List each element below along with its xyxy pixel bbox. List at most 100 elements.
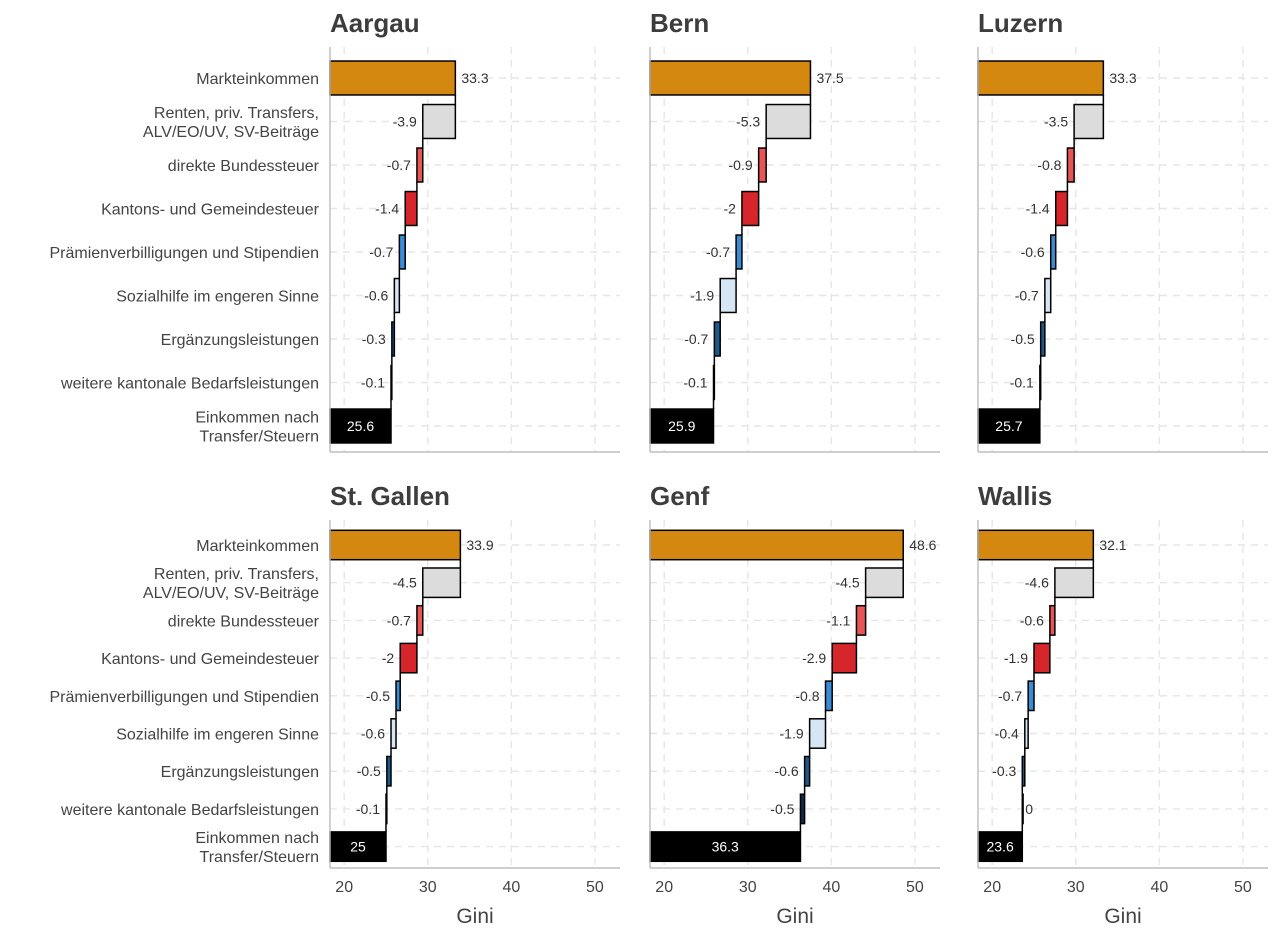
x-tick-label: 30 [1067, 879, 1085, 896]
bar [977, 60, 1105, 96]
data-label: -4.5 [835, 575, 859, 591]
bar [735, 234, 743, 270]
panel-title: Aargau [330, 8, 420, 38]
bar [712, 364, 716, 401]
data-label: -0.7 [387, 157, 411, 173]
panel-title: Luzern [978, 8, 1063, 38]
bar [398, 234, 406, 270]
bar [1066, 147, 1075, 183]
data-label: -0.7 [369, 244, 393, 260]
data-label: 25 [350, 839, 366, 855]
data-label: -0.1 [356, 801, 380, 817]
x-tick-label: 40 [822, 879, 840, 896]
bar [1039, 364, 1042, 401]
category-label: Markteinkommen [196, 71, 319, 88]
bar [1044, 277, 1052, 314]
data-label: 25.7 [995, 418, 1022, 434]
data-label: -4.6 [1025, 575, 1049, 591]
bar [404, 190, 418, 227]
bar [329, 408, 392, 444]
panel-title: St. Gallen [330, 481, 450, 511]
bar [1033, 642, 1051, 674]
x-axis-title: Gini [776, 905, 813, 925]
x-tick-label: 30 [419, 879, 437, 896]
x-tick-label: 40 [502, 879, 520, 896]
bar [713, 321, 721, 357]
data-label: -3.5 [1044, 114, 1068, 130]
panel-bern: 37.5 -5.3 -0.9 -2 -0.7 -1.9 -0.7 -0.1 25.9 Bern [649, 8, 940, 453]
data-label: -3.9 [393, 114, 417, 130]
bar [649, 529, 904, 561]
data-label: 33.3 [1109, 70, 1136, 86]
category-label: weitere kantonale Bedarfsleistungen [60, 376, 319, 393]
data-label: -2 [723, 201, 736, 217]
data-label: -0.9 [729, 157, 753, 173]
bar [1049, 234, 1057, 270]
panel-title: Genf [650, 481, 710, 511]
bar [1054, 567, 1095, 599]
data-label: -2.9 [802, 650, 826, 666]
bar [422, 567, 462, 599]
data-label: -0.1 [361, 375, 385, 391]
bar [741, 190, 760, 227]
data-label: -1.9 [780, 726, 804, 742]
panel-wallis: 32.1 -4.6 -0.6 -1.9 -0.7 -0.4 -0.3 0 23.6 Wallis 2… [977, 481, 1268, 928]
bar [416, 604, 424, 636]
data-label: -0.8 [1037, 157, 1061, 173]
bar [422, 103, 457, 140]
panel-st-gallen: 33.9 -4.5 -0.7 -2 -0.5 -0.6 -0.5 -0.1 25 St. Gall… [49, 481, 620, 928]
data-label: -0.3 [992, 763, 1016, 779]
data-label: -0.6 [1021, 244, 1045, 260]
bar [765, 103, 812, 140]
bar [390, 364, 393, 401]
bar [808, 718, 827, 749]
bar [1054, 190, 1069, 227]
x-tick-label: 50 [906, 879, 924, 896]
category-label: Ergänzungsleistungen [161, 764, 319, 781]
data-label: -0.3 [362, 331, 386, 347]
category-label: Renten, priv. Transfers, [154, 566, 319, 583]
data-label: -0.7 [706, 244, 730, 260]
category-label: direkte Bundessteuer [168, 613, 320, 630]
bar [855, 604, 867, 636]
bar [977, 529, 1095, 561]
category-label: Sozialhilfe im engeren Sinne [116, 289, 319, 306]
data-label: 32.1 [1099, 537, 1126, 553]
bar [399, 642, 418, 674]
bar [393, 277, 401, 314]
data-label: -5.3 [736, 114, 760, 130]
data-label: -0.5 [1011, 331, 1035, 347]
category-label: Ergänzungsleistungen [161, 332, 319, 349]
data-label: 48.6 [909, 537, 936, 553]
bar [395, 680, 401, 712]
data-label: -1.4 [375, 201, 399, 217]
bar [799, 793, 806, 825]
data-label: -0.6 [1020, 612, 1044, 628]
bar [1021, 793, 1024, 825]
data-label: -4.5 [393, 575, 417, 591]
category-label: Einkommen nach [195, 410, 319, 427]
data-label: -1.9 [1004, 650, 1028, 666]
data-label: -0.1 [683, 375, 707, 391]
bar [1021, 755, 1026, 787]
bar [824, 680, 833, 712]
bar [831, 642, 858, 674]
panel-luzern: 33.3 -3.5 -0.8 -1.4 -0.6 -0.7 -0.5 -0.1 25.7 Luze… [977, 8, 1268, 453]
data-label: 33.3 [461, 70, 488, 86]
category-label: Kantons- und Gemeindesteuer [101, 651, 320, 668]
x-tick-label: 20 [335, 879, 353, 896]
category-label: Markteinkommen [196, 538, 319, 555]
panel-genf: 48.6 -4.5 -1.1 -2.9 -0.8 -1.9 -0.6 -0.5 36.3 Genf… [649, 481, 940, 928]
data-label: -0.6 [774, 763, 798, 779]
data-label: 25.6 [347, 418, 374, 434]
x-axis-title: Gini [1104, 905, 1141, 925]
bar [1073, 103, 1105, 140]
data-label: 37.5 [816, 70, 843, 86]
category-label: Transfer/Steuern [200, 429, 319, 446]
data-label: -0.7 [1015, 288, 1039, 304]
bar [391, 321, 396, 357]
panel-aargau: 33.3 -3.9 -0.7 -1.4 -0.7 -0.6 -0.3 -0.1 25.6 Aarg… [49, 8, 620, 453]
data-label: -1.9 [690, 288, 714, 304]
